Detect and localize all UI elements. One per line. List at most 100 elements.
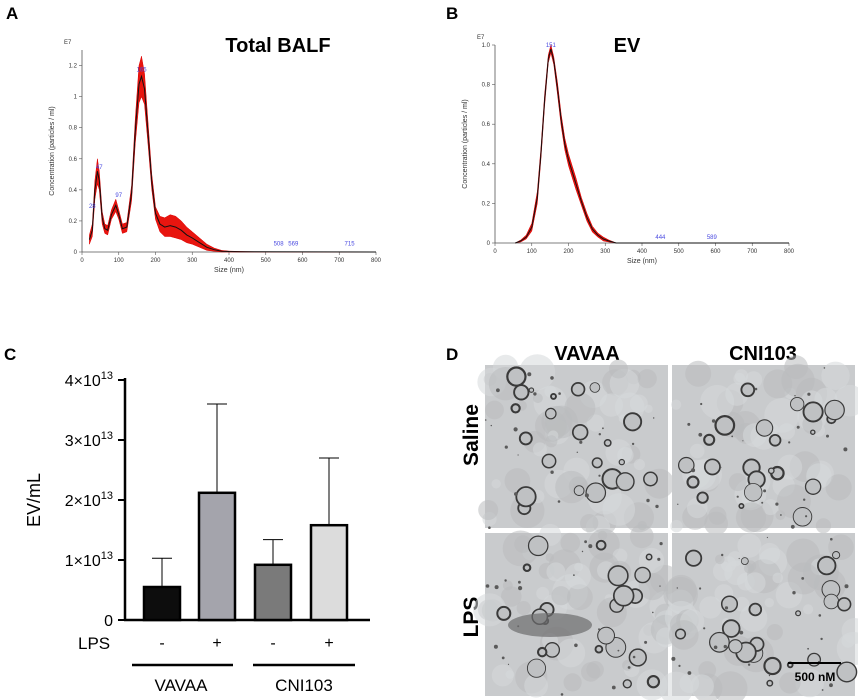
vesicle bbox=[585, 482, 607, 503]
x-tick-label: 400 bbox=[224, 258, 235, 264]
x-tick-label: 400 bbox=[637, 249, 648, 255]
vesicle bbox=[738, 503, 745, 510]
x-tick-label: 700 bbox=[334, 258, 345, 264]
em-texture bbox=[524, 673, 548, 698]
em-texture bbox=[784, 355, 808, 380]
y-tick-label: 1.0 bbox=[482, 43, 491, 49]
debris bbox=[792, 591, 796, 595]
debris bbox=[518, 580, 521, 584]
debris bbox=[504, 579, 507, 582]
em-texture bbox=[665, 574, 697, 607]
em-image-cni103-saline bbox=[670, 355, 858, 536]
em-texture bbox=[478, 500, 499, 520]
x-tick-label: 200 bbox=[563, 249, 574, 255]
debris bbox=[754, 387, 758, 391]
y-axis-label-c: EV/mL bbox=[24, 473, 44, 527]
debris bbox=[796, 425, 800, 429]
em-texture bbox=[546, 562, 566, 582]
vesicle bbox=[740, 557, 749, 566]
em-texture bbox=[633, 459, 645, 471]
x-tick-label: 500 bbox=[674, 249, 685, 255]
x-tick-label: 300 bbox=[187, 258, 198, 264]
peak-label: 28 bbox=[89, 204, 96, 210]
vesicle bbox=[740, 382, 756, 398]
debris bbox=[557, 500, 561, 503]
vesicle bbox=[589, 382, 601, 393]
em-texture bbox=[567, 584, 593, 611]
vesicle bbox=[744, 483, 763, 502]
x-tick-label: 600 bbox=[297, 258, 308, 264]
em-texture bbox=[556, 638, 586, 668]
em-texture bbox=[735, 502, 767, 533]
debris bbox=[518, 586, 523, 591]
debris bbox=[723, 644, 727, 649]
bar bbox=[253, 563, 293, 622]
vesicle bbox=[817, 555, 837, 576]
vesicle bbox=[571, 424, 589, 441]
vesicle bbox=[678, 456, 695, 474]
vesicle bbox=[810, 429, 816, 435]
em-texture bbox=[825, 474, 852, 501]
vesicle bbox=[728, 639, 743, 654]
debris bbox=[558, 392, 561, 395]
lps-indicator: - bbox=[159, 635, 164, 652]
debris bbox=[514, 492, 518, 496]
vesicle bbox=[550, 392, 557, 400]
debris bbox=[550, 470, 554, 474]
peak-label: 97 bbox=[115, 193, 122, 199]
debris bbox=[738, 557, 740, 560]
debris bbox=[805, 515, 808, 518]
em-texture bbox=[772, 572, 784, 584]
em-texture bbox=[536, 586, 550, 600]
debris bbox=[579, 440, 583, 444]
x-tick-label: 100 bbox=[527, 249, 538, 255]
chart-total-balf: Total BALF E7 0 100 200 300 400 500 600 700 800 0 0.… bbox=[49, 35, 382, 274]
em-image-vavaa-saline bbox=[477, 354, 675, 540]
bar bbox=[197, 491, 237, 622]
error-band-b bbox=[515, 44, 789, 244]
em-texture bbox=[700, 384, 735, 419]
debris bbox=[698, 432, 703, 437]
vesicle bbox=[506, 366, 527, 387]
vesicle bbox=[755, 419, 774, 437]
x-tick-label: 0 bbox=[493, 249, 497, 255]
debris bbox=[780, 514, 782, 516]
panel-label-c: C bbox=[4, 345, 17, 364]
vesicle bbox=[703, 458, 721, 476]
x-tick-label: 100 bbox=[114, 258, 125, 264]
x-tick-label: 300 bbox=[600, 249, 611, 255]
debris bbox=[676, 587, 678, 589]
debris bbox=[490, 424, 492, 427]
vesicle bbox=[515, 486, 537, 508]
debris bbox=[766, 536, 768, 539]
debris bbox=[496, 388, 500, 393]
debris bbox=[844, 584, 849, 589]
vesicle bbox=[544, 642, 561, 658]
em-texture bbox=[605, 439, 633, 466]
debris bbox=[678, 664, 681, 667]
y-tick-label: 0.6 bbox=[69, 157, 78, 163]
vesicle bbox=[766, 679, 774, 687]
row-header: Saline bbox=[460, 404, 483, 466]
debris bbox=[494, 585, 499, 590]
vesicle bbox=[763, 656, 782, 676]
x-axis-label-b: Size (nm) bbox=[627, 258, 657, 265]
debris bbox=[646, 498, 650, 503]
debris bbox=[602, 427, 604, 430]
em-texture bbox=[545, 435, 558, 448]
vesicle bbox=[618, 458, 625, 466]
debris bbox=[671, 656, 676, 661]
debris bbox=[560, 693, 564, 696]
debris bbox=[775, 502, 779, 506]
em-texture bbox=[587, 414, 605, 432]
vesicle bbox=[623, 412, 643, 432]
debris bbox=[788, 441, 791, 444]
debris bbox=[659, 585, 661, 587]
debris bbox=[820, 637, 823, 641]
lps-row-label: LPS bbox=[78, 634, 110, 653]
em-texture bbox=[744, 572, 766, 594]
column-header: CNI103 bbox=[729, 343, 797, 365]
vesicle bbox=[792, 507, 813, 527]
debris bbox=[517, 454, 519, 456]
debris bbox=[657, 557, 661, 561]
